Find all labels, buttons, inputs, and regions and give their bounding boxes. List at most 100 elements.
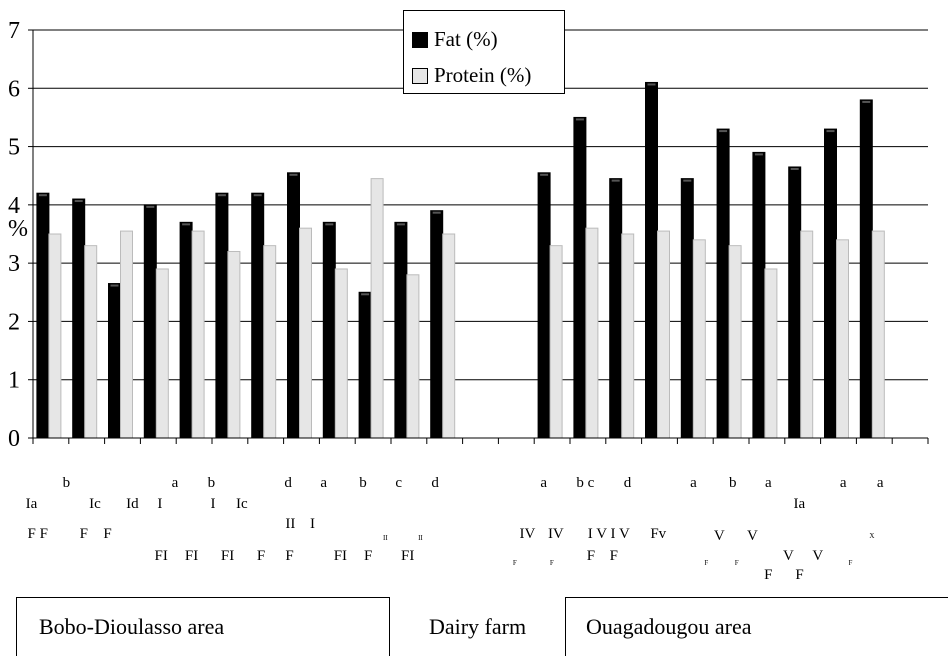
protein-bar-5 [191,230,205,439]
protein-bar-12 [442,233,456,439]
protein-bar-15 [549,245,563,439]
fat-bar-21 [752,151,766,439]
protein-bar-8 [299,227,312,439]
category-label-38: I V I V [587,525,630,542]
category-label-24: F [79,525,88,542]
region-ouagadougou: Ouagadougou area [565,597,948,656]
category-label-4: a [320,474,328,491]
region-label-bobo-dioulasso: Bobo-Dioulasso area [39,614,225,639]
fat-bar-highlight-7 [253,194,262,197]
fat-bar-highlight-24 [862,100,871,103]
fat-bar-highlight-1 [38,194,47,197]
fat-bar-highlight-12 [432,211,441,214]
protein-bar-9 [334,268,348,439]
fat-bar-highlight-5 [182,223,191,226]
category-small-label-1: F [549,559,554,568]
protein-bar-22 [800,230,814,439]
fat-bar-highlight-11 [396,223,405,226]
category-label-43: V [747,527,758,544]
fat-bar-22 [788,166,802,439]
protein-bar-1 [48,233,62,439]
legend-item-fat: Fat (%) [412,27,498,52]
category-label-44: V [783,548,794,565]
fat-bar-1 [36,192,50,439]
protein-bar-4 [155,268,169,439]
y-tick-label-3: 3 [8,251,20,277]
category-small-label-2: F [704,559,709,568]
category-label-40: F [586,548,596,565]
region-label-dairy-farm: Dairy farm [428,613,527,639]
category-label-1: a [171,474,179,491]
category-label-39: Fv [650,525,667,542]
y-tick-label-0: 0 [8,426,20,452]
y-tick-label-6: 6 [8,76,20,102]
fat-bar-12 [430,210,444,439]
category-label-34: F [364,548,373,565]
category-label-42: V [713,527,725,544]
protein-bar-10 [370,178,384,439]
protein-bar-18 [657,230,670,439]
category-label-21: Ic [236,496,248,513]
legend: Fat (%) Protein (%) [403,10,565,94]
fat-bar-highlight-10 [361,293,370,296]
fat-bar-2 [72,198,86,439]
legend-swatch-fat [412,31,428,48]
y-tick-label-1: 1 [8,368,20,394]
category-label-32: F [285,548,294,565]
fat-bar-highlight-21 [754,153,763,156]
fat-bar-highlight-17 [611,179,620,182]
legend-label-protein: Protein (%) [434,63,532,87]
y-tick-label-4: 4 [8,193,20,219]
fat-bar-highlight-19 [683,179,692,182]
category-label-2: b [207,474,216,491]
category-label-9: b c [576,474,595,491]
y-axis-ticks: 0 1 2 3 4 5 6 7 [8,18,33,452]
fat-bar-highlight-6 [217,194,226,197]
category-label-13: a [765,474,772,491]
fat-bar-highlight-15 [540,173,549,176]
fat-bar-highlight-9 [325,223,334,226]
region-bobo-dioulasso: Bobo-Dioulasso area [16,597,390,656]
category-label-19: I [157,496,163,513]
category-label-7: d [431,474,439,491]
category-label-26: II [285,516,296,533]
category-label-35: FI [401,548,415,565]
fat-bar-highlight-3 [110,284,119,287]
category-label-28: FI [154,548,168,565]
category-label-16: Ia [25,496,38,513]
fat-bar-11 [394,221,408,439]
category-label-46: F [764,566,773,583]
fat-bar-17 [609,178,623,439]
protein-bar-6 [227,250,241,439]
fat-bar-8 [287,172,300,439]
legend-label-fat: Fat (%) [434,27,498,51]
fat-bar-5 [179,221,193,439]
protein-bar-24 [871,230,885,439]
fat-bar-highlight-8 [289,173,298,176]
y-tick-label-5: 5 [8,135,20,161]
fat-bar-3 [108,283,121,439]
protein-bar-2 [84,245,98,439]
category-small-label-5: X [869,531,875,540]
y-tick-label-2: 2 [8,309,20,335]
category-label-29: FI [184,548,199,565]
fat-bar-20 [716,128,730,439]
category-label-17: Ic [89,496,101,513]
bars [36,81,885,439]
category-label-11: a [690,474,697,491]
fat-bar-10 [358,291,372,439]
fat-bar-highlight-2 [74,200,83,203]
category-label-30: FI [220,548,235,565]
category-label-31: F [256,548,266,565]
fat-bar-16 [573,116,587,439]
fat-bar-7 [251,192,265,439]
category-label-8: a [540,474,548,491]
category-label-27: I [309,516,315,533]
category-small-label-0: F [512,559,517,568]
category-label-33: FI [333,548,348,565]
category-label-45: V [812,548,824,565]
category-label-18: Id [126,496,139,513]
legend-item-protein: Protein (%) [412,63,531,88]
category-label-37: IV [547,525,564,542]
protein-bar-11 [406,274,420,439]
